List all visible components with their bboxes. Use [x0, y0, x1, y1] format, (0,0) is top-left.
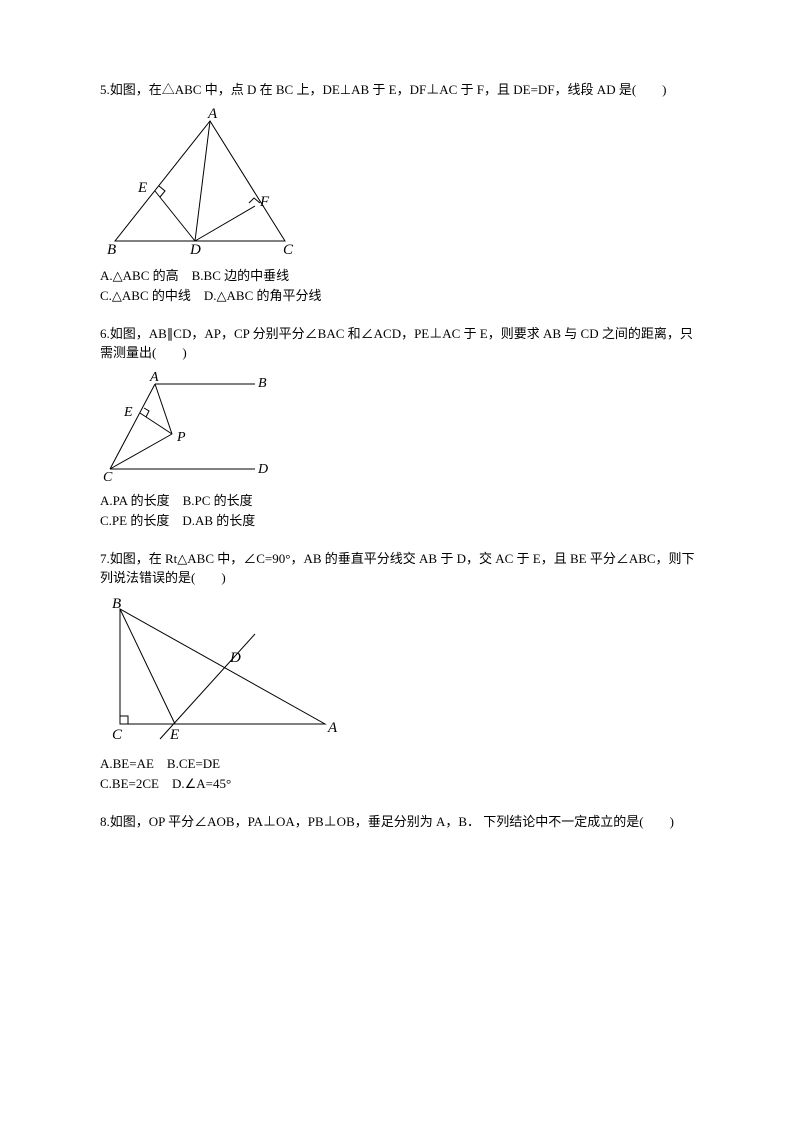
- q5-optC: C.△ABC 的中线: [100, 288, 191, 303]
- q5-optB: B.BC 边的中垂线: [192, 268, 290, 283]
- q7-optB: B.CE=DE: [167, 756, 220, 771]
- q5-figure: A B C D E F: [100, 106, 700, 256]
- q7-optD: D.∠A=45°: [172, 776, 231, 791]
- q8-text: 8.如图，OP 平分∠AOB，PA⊥OA，PB⊥OB，垂足分别为 A，B． 下列…: [100, 812, 700, 832]
- lbl-C: C: [112, 727, 123, 743]
- q6-optD: D.AB 的长度: [182, 513, 255, 528]
- question-5: 5.如图，在△ABC 中，点 D 在 BC 上，DE⊥AB 于 E，DF⊥AC …: [100, 80, 700, 306]
- q7-optC: C.BE=2CE: [100, 776, 159, 791]
- q7-text: 7.如图，在 Rt△ABC 中，∠C=90°，AB 的垂直平分线交 AB 于 D…: [100, 549, 700, 588]
- lbl-E: E: [123, 405, 133, 420]
- lbl-A: A: [207, 106, 218, 122]
- q6-optC: C.PE 的长度: [100, 513, 169, 528]
- lbl-B: B: [258, 376, 267, 391]
- q7-figure: B C A D E: [100, 594, 700, 744]
- q6-text: 6.如图，AB∥CD，AP，CP 分别平分∠BAC 和∠ACD，PE⊥AC 于 …: [100, 324, 700, 363]
- q5-text: 5.如图，在△ABC 中，点 D 在 BC 上，DE⊥AB 于 E，DF⊥AC …: [100, 80, 700, 100]
- lbl-P: P: [176, 430, 186, 445]
- lbl-C: C: [283, 242, 294, 256]
- lbl-C: C: [103, 470, 113, 481]
- lbl-D: D: [229, 650, 241, 666]
- lbl-D: D: [257, 462, 268, 477]
- lbl-A: A: [327, 720, 338, 736]
- lbl-E: E: [169, 727, 179, 743]
- lbl-B: B: [107, 242, 116, 256]
- q5-optA: A.△ABC 的高: [100, 268, 179, 283]
- lbl-F: F: [259, 194, 270, 210]
- q5-options: A.△ABC 的高 B.BC 边的中垂线 C.△ABC 的中线 D.△ABC 的…: [100, 266, 700, 306]
- q7-optA: A.BE=AE: [100, 756, 154, 771]
- q5-optD: D.△ABC 的角平分线: [204, 288, 322, 303]
- question-6: 6.如图，AB∥CD，AP，CP 分别平分∠BAC 和∠ACD，PE⊥AC 于 …: [100, 324, 700, 531]
- q6-options: A.PA 的长度 B.PC 的长度 C.PE 的长度 D.AB 的长度: [100, 491, 700, 531]
- q7-options: A.BE=AE B.CE=DE C.BE=2CE D.∠A=45°: [100, 754, 700, 794]
- question-7: 7.如图，在 Rt△ABC 中，∠C=90°，AB 的垂直平分线交 AB 于 D…: [100, 549, 700, 794]
- lbl-B: B: [112, 596, 121, 612]
- lbl-A: A: [149, 370, 159, 385]
- q6-figure: A B C D P E: [100, 369, 700, 481]
- q6-optB: B.PC 的长度: [183, 493, 253, 508]
- lbl-E: E: [137, 180, 147, 196]
- q6-optA: A.PA 的长度: [100, 493, 170, 508]
- question-8: 8.如图，OP 平分∠AOB，PA⊥OA，PB⊥OB，垂足分别为 A，B． 下列…: [100, 812, 700, 832]
- lbl-D: D: [189, 242, 201, 256]
